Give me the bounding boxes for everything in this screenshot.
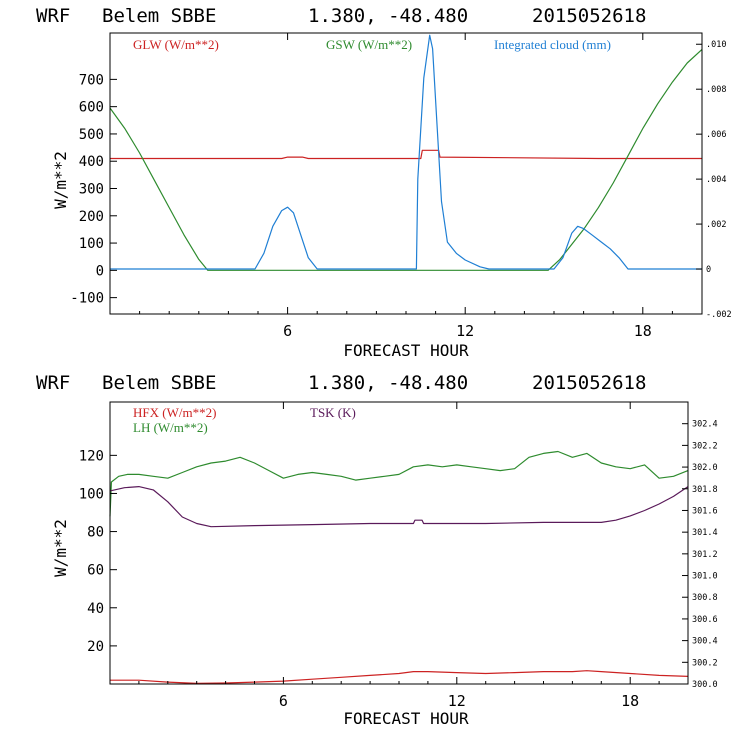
bot-y-tick-label: 20	[87, 639, 104, 655]
bot-y-tick-label: 120	[79, 448, 104, 464]
bot-y-tick-label: 40	[87, 601, 104, 617]
bot-y-tick-label: 100	[79, 486, 104, 502]
top-y-axis-title: W/m**2	[51, 151, 70, 209]
bot-y2-tick-label: 301.8	[692, 485, 718, 495]
bottom-header-datetime: 2015052618	[532, 372, 646, 394]
top-y2-tick-label: -.002	[706, 310, 732, 320]
top-x-axis-title: FORECAST HOUR	[343, 341, 469, 360]
top-x-axis: 6 12 18	[139, 33, 673, 340]
top-x-tick-label: 12	[456, 322, 474, 340]
bottom-series-group	[109, 450, 689, 685]
bottom-header-model: WRF	[36, 372, 70, 394]
top-header-coords: 1.380, -48.480	[308, 5, 468, 27]
top-y2-axis: -.002 0 .002 .004 .006 .008 .010	[696, 40, 732, 320]
bot-y-tick-label: 60	[87, 563, 104, 579]
top-y-tick-label: 400	[79, 154, 104, 170]
top-y-tick-label: 600	[79, 100, 104, 116]
bottom-x-axis-title: FORECAST HOUR	[343, 709, 469, 728]
bot-x-tick-label: 18	[621, 692, 639, 710]
bottom-legend: HFX (W/m**2) LH (W/m**2) TSK (K)	[133, 405, 356, 435]
top-y2-tick-label: 0	[706, 265, 711, 275]
bottom-chart: WRF Belem SBBE 1.380, -48.480 2015052618…	[36, 372, 718, 728]
legend-hfx: HFX (W/m**2)	[133, 405, 216, 420]
legend-cloud: Integrated cloud (mm)	[494, 37, 611, 52]
bot-y2-tick-label: 302.2	[692, 441, 718, 451]
bot-y2-tick-label: 302.4	[692, 420, 718, 430]
top-y2-tick-label: .008	[706, 85, 726, 95]
bot-series-line-lh	[109, 450, 689, 517]
bot-y2-tick-label: 300.8	[692, 593, 718, 603]
top-y2-tick-label: .010	[706, 40, 726, 50]
bot-x-tick-label: 12	[448, 692, 466, 710]
top-chart: WRF Belem SBBE 1.380, -48.480 2015052618…	[36, 5, 732, 360]
top-header-datetime: 2015052618	[532, 5, 646, 27]
legend-glw: GLW (W/m**2)	[133, 37, 219, 52]
bot-y2-tick-label: 300.2	[692, 658, 718, 668]
top-y2-tick-label: .004	[706, 175, 726, 185]
top-series-line-gsw	[109, 48, 703, 271]
bot-y2-tick-label: 301.4	[692, 528, 718, 538]
legend-tsk: TSK (K)	[310, 405, 356, 420]
bot-y2-tick-label: 300.6	[692, 615, 718, 625]
bot-y-tick-label: 80	[87, 525, 104, 541]
bottom-y-axis: 20 40 60 80 100 120	[79, 448, 117, 655]
top-y-axis: -100 0 100 200 300 400 500 600 700	[70, 72, 117, 307]
legend-lh: LH (W/m**2)	[133, 420, 208, 435]
top-plot-frame	[109, 32, 703, 315]
top-legend: GLW (W/m**2) GSW (W/m**2) Integrated clo…	[133, 37, 611, 52]
top-y-tick-label: 200	[79, 209, 104, 225]
bottom-y-axis-title: W/m**2	[51, 519, 70, 577]
top-y-tick-label: -100	[70, 291, 104, 307]
top-y2-tick-label: .002	[706, 220, 726, 230]
bottom-header-station: Belem SBBE	[102, 372, 216, 394]
top-header-model: WRF	[36, 5, 70, 27]
bot-series-line-hfx	[110, 670, 689, 685]
bot-y2-tick-label: 301.2	[692, 550, 718, 560]
top-series-line-glw	[110, 149, 702, 160]
top-y-tick-label: 0	[96, 263, 104, 279]
bottom-plot-frame	[109, 401, 689, 685]
bot-series-line-tsk	[109, 486, 689, 528]
bot-y2-tick-label: 301.0	[692, 572, 718, 582]
top-header: WRF Belem SBBE 1.380, -48.480 2015052618	[36, 5, 646, 27]
top-y2-tick-label: .006	[706, 130, 726, 140]
top-y-tick-label: 100	[79, 236, 104, 252]
bot-y2-tick-label: 301.6	[692, 506, 718, 516]
top-series-group	[109, 34, 703, 271]
bottom-y2-axis: 300.0 300.2 300.4 300.6 300.8 301.0 301.2 301.4…	[682, 420, 718, 690]
bot-x-tick-label: 6	[279, 692, 288, 710]
top-y-tick-label: 500	[79, 127, 104, 143]
bot-y2-tick-label: 302.0	[692, 463, 718, 473]
bottom-header: WRF Belem SBBE 1.380, -48.480 2015052618	[36, 372, 646, 394]
bot-y2-tick-label: 300.4	[692, 637, 718, 647]
top-x-tick-label: 6	[283, 322, 292, 340]
bot-y2-tick-label: 300.0	[692, 680, 718, 690]
bottom-x-axis: 6 12 18	[138, 402, 660, 710]
top-header-station: Belem SBBE	[102, 5, 216, 27]
bottom-header-coords: 1.380, -48.480	[308, 372, 468, 394]
top-y-tick-label: 700	[79, 72, 104, 88]
top-series-line-integrated-cloud	[110, 34, 702, 270]
legend-gsw: GSW (W/m**2)	[326, 37, 412, 52]
top-x-tick-label: 18	[634, 322, 652, 340]
top-y-tick-label: 300	[79, 182, 104, 198]
